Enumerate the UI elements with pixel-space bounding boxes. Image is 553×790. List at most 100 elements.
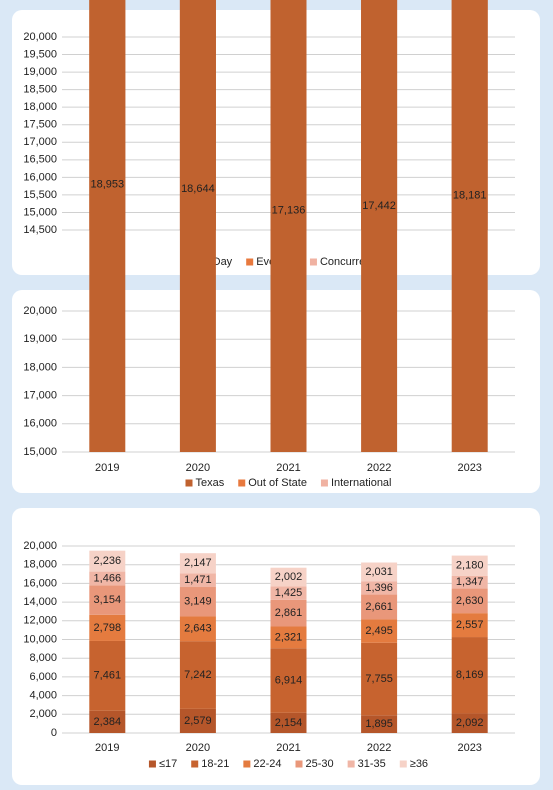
x-tick-label: 2021 xyxy=(276,462,300,474)
legend-swatch xyxy=(185,479,193,487)
data-label: 2,092 xyxy=(456,717,484,729)
legend-label: Concurrent xyxy=(320,256,374,268)
data-label: 3,149 xyxy=(184,596,212,608)
data-label: 1,347 xyxy=(456,576,484,588)
data-label: 2,384 xyxy=(94,716,122,728)
legend-swatch xyxy=(295,760,303,768)
data-label: 7,755 xyxy=(365,673,393,685)
y-tick-label: 8,000 xyxy=(29,652,57,664)
data-label: 3,154 xyxy=(94,594,122,606)
bar-segment xyxy=(270,0,307,452)
data-label: 17,136 xyxy=(272,204,306,216)
legend-label: International xyxy=(331,477,392,489)
y-tick-label: 2,000 xyxy=(29,708,57,720)
data-label: 2,321 xyxy=(275,631,303,643)
data-label: 1,895 xyxy=(365,718,393,730)
legend-swatch xyxy=(399,760,407,768)
y-tick-label: 19,000 xyxy=(23,333,57,345)
legend-label: ≥36 xyxy=(410,758,428,770)
bar-segment xyxy=(89,0,126,453)
bar-segment xyxy=(89,585,126,615)
data-label: 2,180 xyxy=(456,560,484,572)
x-tick-label: 2022 xyxy=(367,462,391,474)
bar-segment xyxy=(361,0,398,453)
data-label: 18,181 xyxy=(453,190,487,202)
y-tick-label: 6,000 xyxy=(29,671,57,683)
y-tick-label: 17,500 xyxy=(23,119,57,131)
x-tick-label: 2022 xyxy=(367,742,391,754)
data-label: 17,442 xyxy=(362,200,396,212)
legend-swatch xyxy=(309,258,317,266)
x-tick-label: 2019 xyxy=(95,742,119,754)
bar-segment xyxy=(451,0,488,453)
data-label: 2,031 xyxy=(365,566,393,578)
bar-segment xyxy=(179,641,216,709)
y-tick-label: 16,000 xyxy=(23,577,57,589)
y-tick-label: 15,000 xyxy=(23,446,57,458)
y-tick-label: 20,000 xyxy=(23,305,57,317)
bar-segment xyxy=(451,555,488,576)
bar-segment xyxy=(451,588,488,614)
y-tick-label: 18,000 xyxy=(23,559,57,571)
bar-segment xyxy=(451,713,488,733)
bar-segment xyxy=(179,573,216,588)
legend-swatch xyxy=(148,760,156,768)
y-tick-label: 14,000 xyxy=(23,596,57,608)
x-tick-label: 2023 xyxy=(457,462,481,474)
bar-segment xyxy=(270,626,307,649)
legend-label: 22-24 xyxy=(253,758,281,770)
legend-swatch xyxy=(246,258,254,266)
y-tick-label: 17,000 xyxy=(23,136,57,148)
bar-segment xyxy=(361,619,398,643)
bar-segment xyxy=(89,614,126,641)
y-tick-label: 16,500 xyxy=(23,154,57,166)
bar-segment xyxy=(179,0,216,452)
y-tick-label: 18,500 xyxy=(23,84,57,96)
y-tick-label: 0 xyxy=(51,727,57,739)
bar-segment xyxy=(451,575,488,589)
data-label: 2,495 xyxy=(365,625,393,637)
data-label: 6,914 xyxy=(275,674,303,686)
data-label: 2,798 xyxy=(94,622,122,634)
data-label: 2,630 xyxy=(456,595,484,607)
y-tick-label: 4,000 xyxy=(29,690,57,702)
y-tick-label: 18,000 xyxy=(23,101,57,113)
data-label: 2,002 xyxy=(275,571,303,583)
data-label: 1,425 xyxy=(275,587,303,599)
bar-segment xyxy=(89,571,126,586)
bar-segment xyxy=(89,640,126,711)
data-label: 1,466 xyxy=(94,572,122,584)
legend-label: Out of State xyxy=(248,477,307,489)
bar-segment xyxy=(179,553,216,574)
data-label: 18,644 xyxy=(181,183,215,195)
bar-segment xyxy=(179,708,216,733)
bar-segment xyxy=(89,550,126,572)
bar-segment xyxy=(89,710,126,733)
data-label: 1,471 xyxy=(184,574,212,586)
bar-segment xyxy=(361,562,398,582)
x-tick-label: 2020 xyxy=(186,462,210,474)
legend-swatch xyxy=(238,479,246,487)
y-tick-label: 10,000 xyxy=(23,633,57,645)
data-label: 8,169 xyxy=(456,669,484,681)
legend-label: ≤17 xyxy=(159,758,177,770)
bar-segment xyxy=(361,642,398,716)
legend-swatch xyxy=(243,760,251,768)
data-label: 2,579 xyxy=(184,715,212,727)
x-tick-label: 2020 xyxy=(186,742,210,754)
data-label: 2,557 xyxy=(456,619,484,631)
y-tick-label: 17,000 xyxy=(23,390,57,402)
bar-segment xyxy=(270,567,307,587)
bar-segment xyxy=(361,594,398,620)
legend-swatch xyxy=(347,760,355,768)
data-label: 2,154 xyxy=(275,717,303,729)
data-label: 2,147 xyxy=(184,557,212,569)
legend-label: Texas xyxy=(196,477,225,489)
bar-segment xyxy=(179,587,216,617)
data-label: 18,953 xyxy=(90,179,124,191)
bar-segment xyxy=(451,613,488,638)
legend-swatch xyxy=(320,479,328,487)
bar-segment xyxy=(270,648,307,713)
y-tick-label: 15,000 xyxy=(23,206,57,218)
